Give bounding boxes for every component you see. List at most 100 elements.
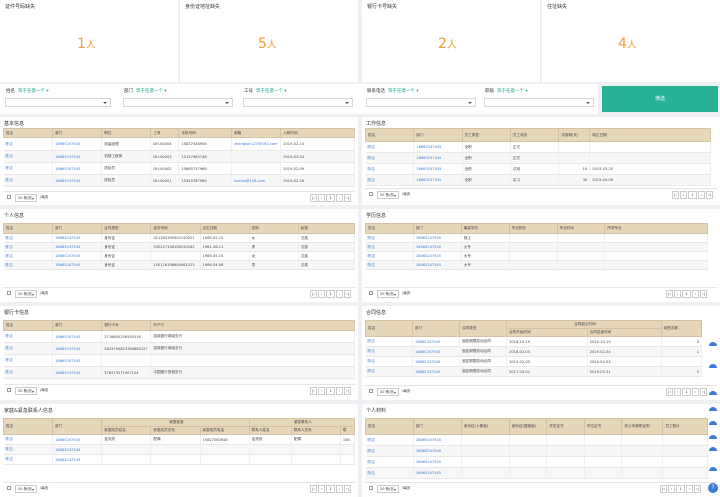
table-row[interactable]: 陈洁 18665247545 378473571907104 中国银行西城支行	[3, 366, 355, 379]
next-page-button[interactable]: ›	[336, 193, 343, 202]
page-size-select[interactable]: 20 条/页	[15, 484, 37, 493]
table-row[interactable]: 陈洁 18665247545 质检员 DH-00002 15665737968 2019-…	[3, 162, 355, 175]
prev-page-button[interactable]: ‹	[668, 484, 675, 493]
page-size-select[interactable]: 20 条/页	[15, 193, 37, 202]
last-page-button[interactable]: ›|	[344, 289, 351, 298]
filter-dept-select[interactable]	[123, 98, 233, 107]
prev-page-button[interactable]: ‹	[674, 289, 681, 298]
table-row[interactable]: 陈洁 18665247545 身份证 321283199502150021 1995-0…	[3, 233, 356, 243]
next-page-button[interactable]: ›	[692, 289, 699, 298]
refresh-icon[interactable]	[7, 291, 11, 295]
table-row[interactable]: 陈洁 18665247545	[3, 454, 356, 465]
table-row[interactable]: 陈洁 18665247545 2843790623764683127 招商银行城南支行	[3, 342, 355, 355]
filter-level-operator[interactable]: 等于任意一个 ▾	[497, 89, 528, 94]
scroll-up-icon[interactable]	[708, 391, 718, 395]
scroll-up-icon[interactable]	[708, 447, 718, 451]
table-row[interactable]: 陈洁 18665247545 身份证 330227198106150342 1981-0…	[3, 242, 356, 252]
current-page[interactable]: 1	[682, 387, 691, 396]
prev-page-button[interactable]: ‹	[318, 193, 325, 202]
table-row[interactable]: 陈洁 18665247545	[365, 434, 708, 446]
first-page-button[interactable]: |‹	[660, 484, 667, 493]
table-row[interactable]: 陈洁 18665247545 测量经理 DH-00004 15837348956 zhan…	[3, 137, 355, 151]
prev-page-button[interactable]: ‹	[674, 387, 681, 396]
next-page-button[interactable]: ›	[686, 484, 693, 493]
page-size-select[interactable]: 20 条/页	[377, 289, 399, 298]
scroll-up-icon[interactable]	[708, 435, 718, 439]
refresh-icon[interactable]	[7, 195, 11, 199]
refresh-icon[interactable]	[369, 486, 373, 490]
current-page[interactable]: 1	[688, 190, 697, 199]
last-page-button[interactable]: ›|	[700, 289, 707, 298]
first-page-button[interactable]: |‹	[666, 387, 673, 396]
current-page[interactable]: 1	[326, 484, 335, 493]
filter-phone-operator[interactable]: 等于任意一个 ▾	[388, 89, 419, 94]
page-size-select[interactable]: 20 条/页	[377, 387, 399, 396]
filter-empno-select[interactable]	[243, 98, 353, 107]
table-row[interactable]: 陈洁 18665247545 身份证 1985-05-15 女汉族	[3, 251, 356, 261]
refresh-icon[interactable]	[369, 192, 373, 196]
table-row[interactable]: 陈洁 18665247545	[3, 354, 355, 367]
next-page-button[interactable]: ›	[692, 387, 699, 396]
scroll-up-icon[interactable]	[708, 467, 718, 471]
prev-page-button[interactable]: ‹	[318, 484, 325, 493]
table-row[interactable]: 陈洁 18665247545 全职 正式	[365, 152, 711, 164]
refresh-icon[interactable]	[369, 389, 373, 393]
last-page-button[interactable]: ›|	[344, 484, 351, 493]
scroll-up-icon[interactable]	[708, 364, 718, 368]
current-page[interactable]: 1	[676, 484, 685, 493]
refresh-icon[interactable]	[7, 486, 11, 490]
table-row[interactable]: 陈洁 18665247545	[365, 456, 708, 468]
next-page-button[interactable]: ›	[336, 484, 343, 493]
current-page[interactable]: 1	[326, 386, 335, 395]
table-row[interactable]: 陈洁 18665247545 大专	[365, 251, 708, 261]
first-page-button[interactable]: |‹	[666, 289, 673, 298]
table-row[interactable]: 陈洁 18665247545 全职 正式	[365, 141, 711, 153]
filter-level-select[interactable]	[484, 98, 594, 107]
prev-page-button[interactable]: ‹	[318, 289, 325, 298]
filter-dept-operator[interactable]: 等于任意一个 ▾	[136, 89, 167, 94]
first-page-button[interactable]: |‹	[310, 289, 317, 298]
refresh-icon[interactable]	[369, 291, 373, 295]
filter-name-operator[interactable]: 等于任意一个 ▾	[18, 89, 49, 94]
next-page-button[interactable]: ›	[698, 190, 705, 199]
table-row[interactable]: 陈洁 18665247545 硕士	[365, 233, 708, 243]
table-row[interactable]: 陈洁 18665247545 机械工程师 DH-00003 15157963748 201…	[3, 150, 355, 163]
page-size-select[interactable]: 20 条/页	[15, 289, 37, 298]
table-row[interactable]: 陈洁 18665247545 固定期限劳动合同 2017-04-01 2019-03-3…	[365, 366, 703, 377]
first-page-button[interactable]: |‹	[310, 386, 317, 395]
page-size-select[interactable]: 20 条/页	[15, 386, 37, 395]
last-page-button[interactable]: ›|	[706, 190, 713, 199]
table-row[interactable]: 陈洁 18665247545 大专	[365, 260, 708, 270]
first-page-button[interactable]: |‹	[672, 190, 679, 199]
first-page-button[interactable]: |‹	[310, 484, 317, 493]
last-page-button[interactable]: ›|	[344, 193, 351, 202]
page-size-select[interactable]: 20 条/页	[377, 484, 399, 493]
table-row[interactable]: 陈洁 18665247545 质检员 DH-00001 15345787565 liuxi…	[3, 174, 355, 187]
table-row[interactable]: 陈洁 18665247545 2716605256555216 招商银行城南支行	[3, 330, 355, 343]
table-row[interactable]: 陈洁 18665247545 金亮亮 配偶 15827562648 金亮亮 配偶 158	[3, 434, 356, 445]
scroll-up-icon[interactable]	[708, 421, 718, 425]
table-row[interactable]: 陈洁 18665247545 大专	[365, 242, 708, 252]
prev-page-button[interactable]: ‹	[680, 190, 687, 199]
current-page[interactable]: 1	[682, 289, 691, 298]
current-page[interactable]: 1	[326, 193, 335, 202]
scroll-up-icon[interactable]	[708, 342, 718, 346]
page-size-select[interactable]: 20 条/页	[377, 190, 399, 199]
table-row[interactable]: 陈洁 18665247545 全职 试用 10 2019-03-20	[365, 163, 711, 175]
current-page[interactable]: 1	[326, 289, 335, 298]
table-row[interactable]: 陈洁 18665247545 身份证 150176198604061023 1986-0…	[3, 260, 356, 270]
query-button[interactable]: 筛选	[602, 86, 718, 112]
last-page-button[interactable]: ›|	[694, 484, 701, 493]
last-page-button[interactable]: ›|	[344, 386, 351, 395]
table-row[interactable]: 陈洁 18665247545 固定期限劳动合同 2019-02-05 2020-02-0…	[365, 356, 703, 367]
next-page-button[interactable]: ›	[336, 289, 343, 298]
filter-name-select[interactable]	[5, 98, 111, 107]
last-page-button[interactable]: ›|	[700, 387, 707, 396]
table-row[interactable]: 陈洁 18665247545 全职 实习 30 2019-04-09	[365, 174, 711, 186]
next-page-button[interactable]: ›	[336, 386, 343, 395]
table-row[interactable]: 陈洁 18665247545	[365, 445, 708, 457]
filter-empno-operator[interactable]: 等于任意一个 ▾	[256, 89, 287, 94]
scroll-up-icon[interactable]	[708, 407, 718, 411]
table-row[interactable]: 陈洁 18665247545 固定期限劳动合同 2018-02-05 2019-02-0…	[365, 346, 703, 357]
table-row[interactable]: 陈洁 18665247545	[365, 467, 708, 479]
